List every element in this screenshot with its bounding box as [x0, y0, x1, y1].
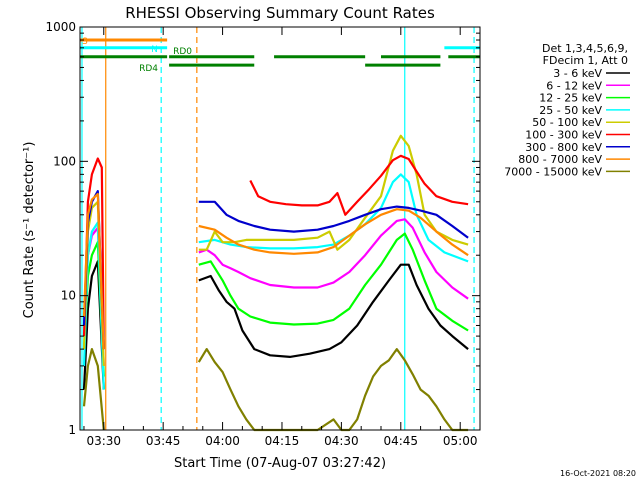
state-label-s: S	[82, 37, 88, 47]
legend-header-0: Det 1,3,4,5,6,9,	[542, 42, 628, 55]
y-tick-label-0: 1	[68, 423, 76, 437]
legend-label-7: 800 - 7000 keV	[518, 153, 602, 166]
y-tick-label-3: 1000	[45, 20, 76, 34]
legend-label-8: 7000 - 15000 keV	[504, 165, 602, 178]
legend-label-3: 25 - 50 keV	[539, 104, 602, 117]
y-tick-label-1: 10	[61, 289, 76, 303]
series-6-segment-1	[198, 200, 469, 239]
legend-header-1: FDecim 1, Att 0	[543, 54, 628, 67]
series-4-segment-1	[198, 134, 469, 251]
y-tick-label-2: 100	[53, 154, 76, 168]
series-8-segment-0	[82, 348, 105, 431]
series-1-segment-1	[198, 218, 469, 300]
series-8	[82, 348, 469, 432]
series-0-segment-1	[198, 263, 469, 358]
x-tick-label-3: 04:15	[265, 434, 300, 448]
legend-label-0: 3 - 6 keV	[553, 67, 602, 80]
x-tick-label-5: 04:45	[383, 434, 418, 448]
state-label-n: N	[151, 45, 158, 55]
x-tick-label-6: 05:00	[443, 434, 478, 448]
series-7-segment-1	[198, 208, 469, 257]
legend-label-1: 6 - 12 keV	[546, 79, 602, 92]
series-7-segment-0	[82, 193, 105, 350]
chart-title: RHESSI Observing Summary Count Rates	[125, 4, 435, 22]
y-axis-label: Count Rate (s⁻¹ detector⁻¹)	[22, 142, 37, 319]
series-7	[82, 193, 469, 350]
x-tick-label-1: 03:45	[146, 434, 181, 448]
legend-label-4: 50 - 100 keV	[532, 116, 602, 129]
x-tick-label-0: 03:30	[86, 434, 121, 448]
legend-label-5: 100 - 300 keV	[525, 129, 602, 142]
legend-label-2: 12 - 25 keV	[539, 92, 602, 105]
state-label-rd4: RD4	[139, 64, 158, 74]
x-tick-label-4: 04:30	[324, 434, 359, 448]
x-tick-label-2: 04:00	[205, 434, 240, 448]
plot-frame	[79, 26, 481, 431]
timestamp: 16-Oct-2021 08:20	[560, 469, 636, 478]
legend-label-6: 300 - 800 keV	[525, 141, 602, 154]
series-5-segment-1	[249, 154, 469, 216]
series-2-segment-1	[198, 232, 469, 332]
series-8-segment-1	[197, 348, 469, 432]
x-axis-label: Start Time (07-Aug-07 03:27:42)	[174, 456, 386, 471]
state-label-rd0: RD0	[173, 47, 192, 57]
